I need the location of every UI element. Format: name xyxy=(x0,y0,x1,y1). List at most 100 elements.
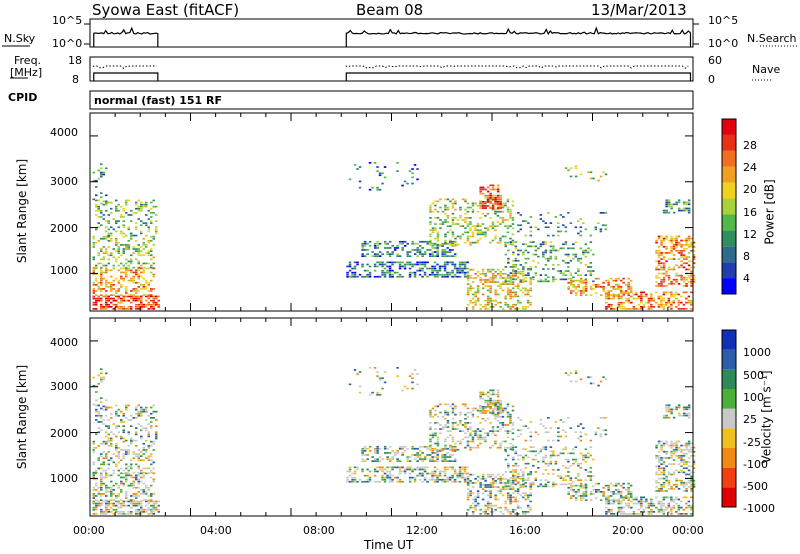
velocity-cell xyxy=(537,467,540,469)
velocity-cell xyxy=(496,420,500,422)
velocity-cell xyxy=(92,403,95,406)
power-cell xyxy=(110,269,113,272)
velocity-cell xyxy=(589,454,593,457)
power-cell xyxy=(494,188,497,191)
velocity-cell xyxy=(130,506,133,509)
velocity-cell xyxy=(526,511,530,513)
power-cell xyxy=(491,268,495,271)
power-cell xyxy=(675,245,678,248)
velocity-colorbar-swatch xyxy=(722,467,736,488)
power-cell xyxy=(680,245,683,248)
velocity-cell xyxy=(461,424,465,426)
velocity-cell xyxy=(100,380,103,383)
power-cell xyxy=(348,265,352,268)
power-cell xyxy=(690,245,693,248)
velocity-cell xyxy=(522,425,525,427)
velocity-cell xyxy=(466,476,469,479)
velocity-cell xyxy=(481,408,485,410)
power-cell xyxy=(351,275,354,278)
power-cell xyxy=(120,284,123,286)
velocity-cell xyxy=(677,404,681,407)
velocity-cell xyxy=(461,476,464,479)
power-cell xyxy=(105,290,108,292)
velocity-cell xyxy=(680,461,683,463)
power-cell xyxy=(534,253,538,256)
power-cell xyxy=(130,209,133,212)
power-cell xyxy=(431,229,435,232)
velocity-cell xyxy=(692,455,696,457)
power-cell xyxy=(388,240,392,243)
xtick-1200: 12:00 xyxy=(406,524,438,537)
velocity-cell xyxy=(627,482,630,485)
power-cell xyxy=(152,299,155,302)
power-cell xyxy=(496,273,500,275)
power-cell xyxy=(411,172,414,175)
power-cell xyxy=(454,217,457,219)
velocity-cell xyxy=(398,472,402,475)
velocity-cell xyxy=(112,513,115,515)
power-cell xyxy=(476,204,480,207)
velocity-cell xyxy=(544,456,548,459)
velocity-cell xyxy=(443,454,447,456)
velocity-cell xyxy=(640,502,643,505)
velocity-cell xyxy=(509,500,512,503)
velocity-cell xyxy=(416,373,419,375)
power-cell xyxy=(145,244,148,246)
velocity-cell xyxy=(620,500,623,503)
power-cell xyxy=(660,258,663,260)
power-cell xyxy=(122,207,125,210)
velocity-cell xyxy=(622,511,626,513)
velocity-cell xyxy=(107,467,110,470)
power-cell xyxy=(459,237,462,240)
velocity-cell xyxy=(444,424,447,426)
velocity-cell xyxy=(461,438,465,441)
power-cell xyxy=(429,241,432,244)
power-cell xyxy=(105,297,108,300)
power-cell xyxy=(150,207,153,210)
velocity-cell xyxy=(469,448,472,451)
power-cell xyxy=(512,278,515,281)
velocity-cell xyxy=(680,455,683,457)
power-cell xyxy=(682,303,686,306)
velocity-cell xyxy=(396,458,399,460)
power-cell xyxy=(446,215,450,217)
velocity-cell xyxy=(657,467,661,470)
power-cell xyxy=(135,226,138,229)
power-cell xyxy=(439,243,442,246)
velocity-cell xyxy=(393,452,397,454)
velocity-cell xyxy=(145,493,148,495)
velocity-cell xyxy=(449,444,452,447)
velocity-cell xyxy=(127,465,130,468)
velocity-cell xyxy=(486,473,490,476)
power-cell xyxy=(378,188,382,191)
power-cell xyxy=(135,306,138,308)
velocity-cell xyxy=(675,446,678,449)
power-cell xyxy=(494,275,497,277)
power-cell xyxy=(428,240,432,243)
velocity-cell xyxy=(479,407,482,410)
power-cell xyxy=(381,271,384,274)
velocity-cell xyxy=(388,472,392,475)
power-cell xyxy=(501,219,505,221)
velocity-cell xyxy=(431,470,434,473)
power-cell xyxy=(423,265,427,268)
power-cell xyxy=(685,278,688,281)
power-cell xyxy=(574,165,578,167)
power-cell xyxy=(429,243,432,246)
power-cell xyxy=(607,279,610,282)
power-cell xyxy=(685,283,688,285)
power-cell xyxy=(680,250,683,252)
power-cell xyxy=(396,247,399,249)
power-cell xyxy=(383,263,387,266)
velocity-cell xyxy=(687,486,691,488)
power-cell xyxy=(127,260,130,263)
velocity-cell xyxy=(685,444,688,447)
power-cell xyxy=(486,308,490,310)
velocity-cell xyxy=(378,393,382,396)
power-cell xyxy=(368,240,372,243)
velocity-cell xyxy=(501,440,505,443)
power-cell xyxy=(667,278,671,281)
power-cell xyxy=(685,301,688,304)
velocity-cell xyxy=(102,469,105,472)
power-cell xyxy=(579,234,583,237)
